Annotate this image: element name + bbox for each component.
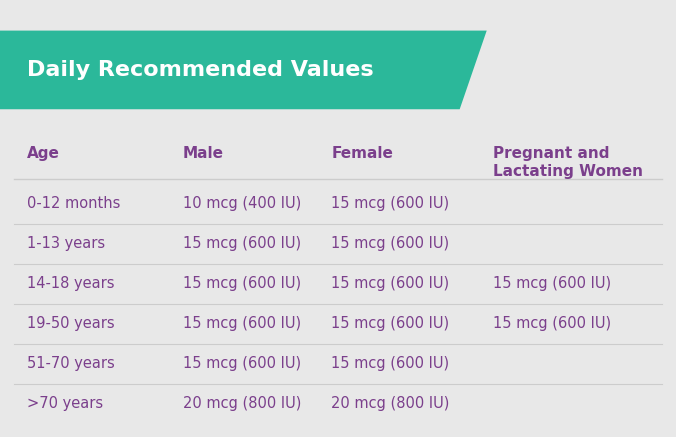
Text: 15 mcg (600 IU): 15 mcg (600 IU) <box>183 316 301 331</box>
Text: 51-70 years: 51-70 years <box>27 356 115 371</box>
Text: 15 mcg (600 IU): 15 mcg (600 IU) <box>331 316 450 331</box>
Text: 15 mcg (600 IU): 15 mcg (600 IU) <box>331 356 450 371</box>
Text: 15 mcg (600 IU): 15 mcg (600 IU) <box>183 236 301 251</box>
Text: 14-18 years: 14-18 years <box>27 276 114 291</box>
Text: Pregnant and
Lactating Women: Pregnant and Lactating Women <box>493 146 644 179</box>
Text: Female: Female <box>331 146 393 161</box>
Text: 20 mcg (800 IU): 20 mcg (800 IU) <box>183 396 301 411</box>
Text: 15 mcg (600 IU): 15 mcg (600 IU) <box>183 276 301 291</box>
Text: 19-50 years: 19-50 years <box>27 316 115 331</box>
Text: 20 mcg (800 IU): 20 mcg (800 IU) <box>331 396 450 411</box>
Text: 15 mcg (600 IU): 15 mcg (600 IU) <box>183 356 301 371</box>
Text: >70 years: >70 years <box>27 396 103 411</box>
Text: 10 mcg (400 IU): 10 mcg (400 IU) <box>183 196 301 211</box>
Text: 1-13 years: 1-13 years <box>27 236 105 251</box>
Text: 15 mcg (600 IU): 15 mcg (600 IU) <box>493 276 612 291</box>
Text: 15 mcg (600 IU): 15 mcg (600 IU) <box>331 196 450 211</box>
Text: 15 mcg (600 IU): 15 mcg (600 IU) <box>331 276 450 291</box>
Text: 15 mcg (600 IU): 15 mcg (600 IU) <box>493 316 612 331</box>
Text: Age: Age <box>27 146 60 161</box>
Text: 15 mcg (600 IU): 15 mcg (600 IU) <box>331 236 450 251</box>
Text: Daily Recommended Values: Daily Recommended Values <box>27 60 374 80</box>
Text: 0-12 months: 0-12 months <box>27 196 120 211</box>
Text: Male: Male <box>183 146 224 161</box>
Polygon shape <box>0 31 487 109</box>
